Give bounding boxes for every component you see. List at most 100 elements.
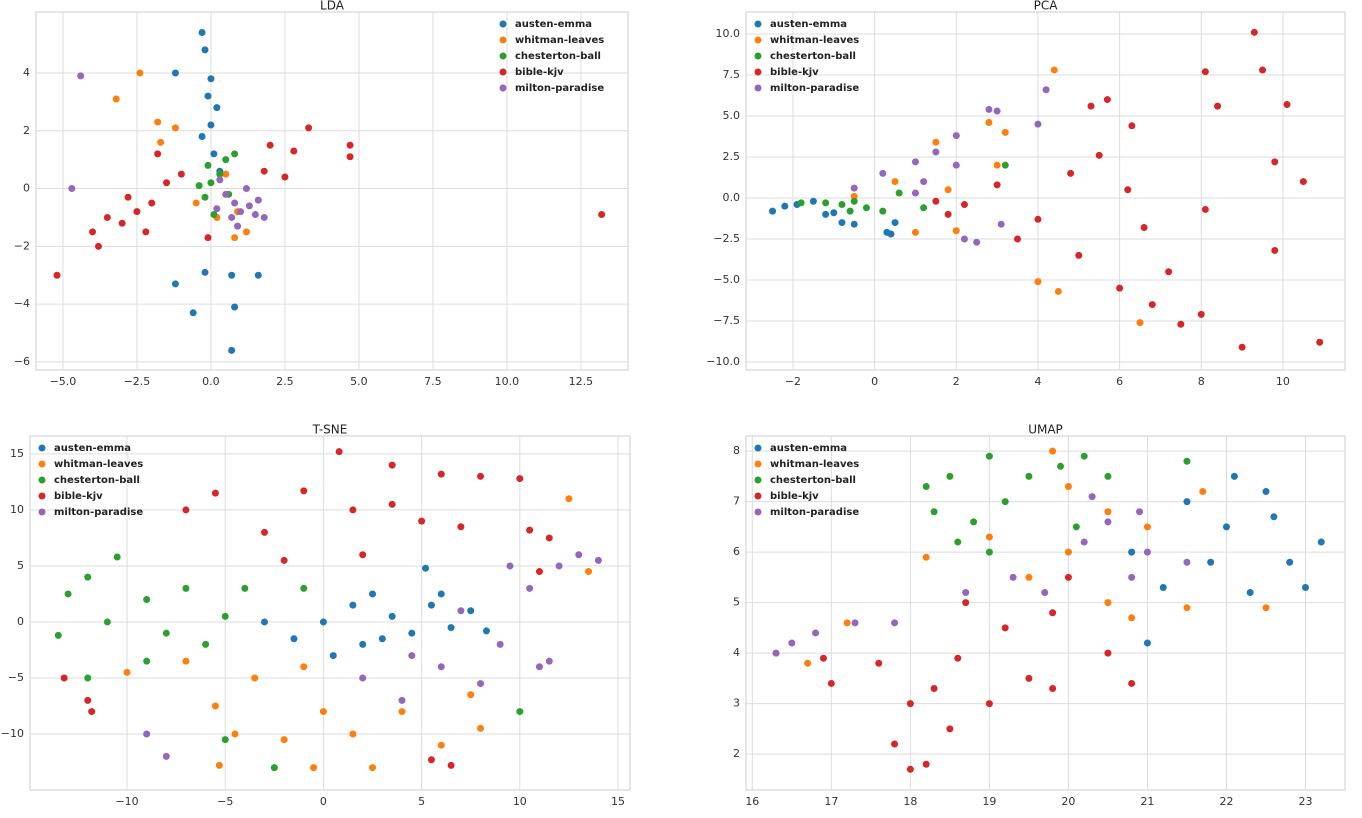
point	[970, 518, 978, 526]
point	[932, 197, 940, 205]
point	[202, 640, 210, 648]
x-tick-label: 0	[871, 375, 878, 388]
x-tick-label: −2.5	[124, 375, 151, 388]
y-tick-label: 10	[10, 503, 24, 516]
point	[447, 761, 455, 769]
y-tick-label: 5.0	[723, 109, 741, 122]
x-tick-label: −5.0	[50, 375, 77, 388]
y-tick-label: 0	[17, 615, 24, 628]
point	[346, 141, 354, 149]
legend-marker	[754, 84, 762, 92]
point	[221, 736, 229, 744]
point	[1034, 215, 1042, 223]
point	[103, 213, 111, 221]
point	[1183, 457, 1191, 465]
point	[930, 508, 938, 516]
point	[946, 725, 954, 733]
point	[585, 568, 593, 576]
point	[427, 756, 435, 764]
y-tick-label: 5	[733, 596, 740, 609]
legend-marker	[754, 460, 762, 468]
point	[467, 607, 475, 615]
point	[177, 170, 185, 178]
point	[84, 696, 92, 704]
point	[113, 553, 121, 561]
plot-area	[29, 435, 631, 791]
point	[148, 199, 156, 207]
point	[960, 235, 968, 243]
point	[437, 590, 445, 598]
point	[1014, 235, 1022, 243]
point	[535, 568, 543, 576]
point	[1095, 151, 1103, 159]
point	[769, 207, 777, 215]
legend-label: chesterton-ball	[770, 51, 856, 62]
point	[911, 228, 919, 236]
point	[1128, 122, 1136, 130]
legend-label: austen-emma	[770, 443, 847, 454]
point	[369, 590, 377, 598]
y-tick-label: −6	[14, 355, 30, 368]
point	[850, 184, 858, 192]
point	[1316, 338, 1324, 346]
x-tick-label: 0	[320, 795, 327, 808]
legend-marker	[754, 68, 762, 76]
point	[809, 197, 817, 205]
point	[985, 452, 993, 460]
point	[895, 189, 903, 197]
point	[545, 534, 553, 542]
point	[1104, 649, 1112, 657]
x-tick-label: 16	[745, 795, 759, 808]
point	[207, 75, 215, 83]
y-tick-label: 7.5	[723, 68, 741, 81]
point	[133, 208, 141, 216]
legend-marker	[499, 20, 507, 28]
point	[398, 696, 406, 704]
point	[241, 584, 249, 592]
point	[1299, 178, 1307, 186]
point	[305, 124, 313, 132]
point	[812, 629, 820, 637]
point	[891, 740, 899, 748]
x-tick-label: 17	[824, 795, 838, 808]
subplot: −5.0 −2.5 0.0 2.5 5.0 7.5 10.0 12.5 −6 −4 −2 0 2 4 LDA…	[14, 0, 629, 388]
point	[222, 170, 230, 178]
point	[944, 186, 952, 194]
legend-marker	[499, 84, 507, 92]
point	[228, 213, 236, 221]
x-tick-label: 8	[1198, 375, 1205, 388]
point	[1199, 488, 1207, 496]
point	[359, 674, 367, 682]
point	[64, 590, 72, 598]
point	[482, 627, 490, 635]
point	[575, 551, 583, 559]
point	[201, 46, 209, 54]
legend-label: chesterton-ball	[515, 51, 601, 62]
point	[1025, 472, 1033, 480]
x-tick-label: 2	[953, 375, 960, 388]
legend-marker	[38, 492, 46, 500]
point	[68, 185, 76, 193]
point	[526, 526, 534, 534]
point	[1270, 513, 1278, 521]
point	[1001, 624, 1009, 632]
point	[1201, 68, 1209, 76]
legend-marker	[754, 20, 762, 28]
point	[1222, 523, 1230, 531]
point	[1128, 679, 1136, 687]
x-tick-label: 19	[982, 795, 996, 808]
x-tick-label: 0.0	[202, 375, 220, 388]
point	[1159, 583, 1167, 591]
point	[388, 461, 396, 469]
point	[182, 657, 190, 665]
point	[408, 652, 416, 660]
point	[112, 95, 120, 103]
point	[985, 548, 993, 556]
y-tick-label: −4	[14, 297, 30, 310]
point	[1104, 472, 1112, 480]
point	[1283, 100, 1291, 108]
legend-label: bible-kjv	[54, 491, 103, 502]
legend-label: whitman-leaves	[515, 35, 604, 46]
point	[1064, 548, 1072, 556]
